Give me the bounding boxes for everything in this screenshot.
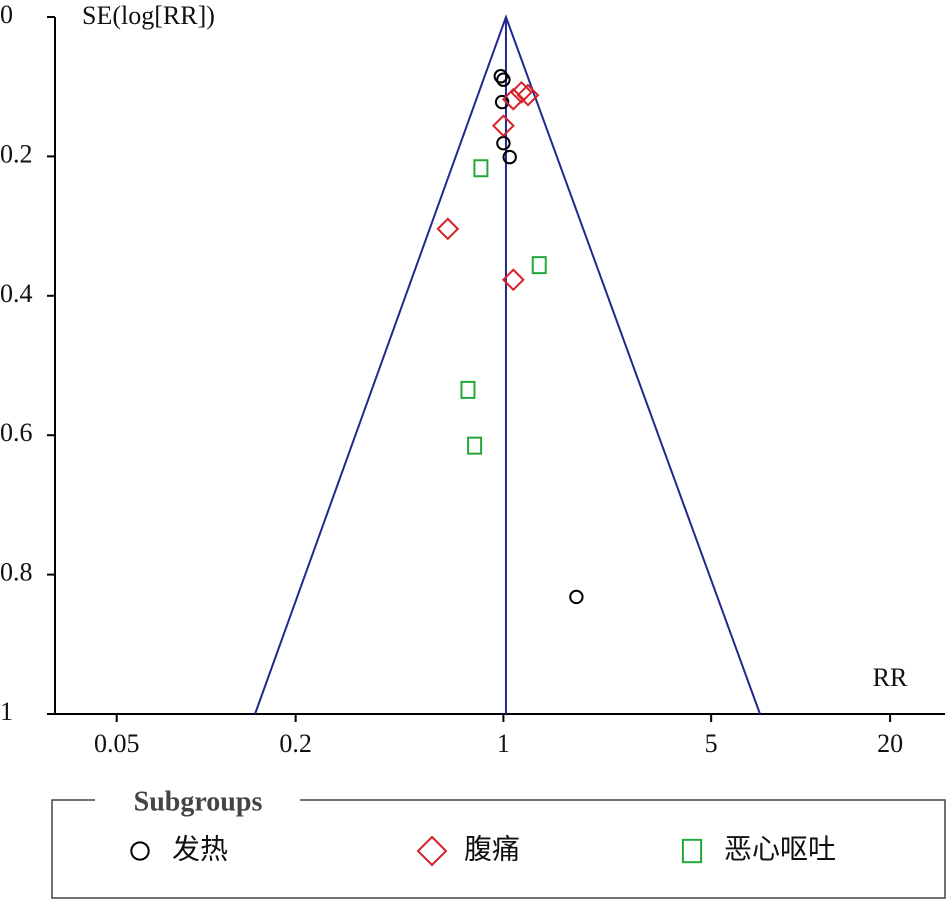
legend-label: 发热 — [172, 833, 228, 865]
x-axis-label: RR — [873, 663, 908, 692]
y-tick-label: 0.2 — [0, 139, 33, 168]
point — [436, 217, 460, 241]
x-tick-label: 1 — [497, 729, 510, 758]
x-tick-label: 0.05 — [94, 729, 140, 758]
point — [496, 72, 511, 87]
legend-marker — [416, 835, 448, 867]
y-tick-label: 0.6 — [0, 418, 33, 447]
legend-title: Subgroups — [134, 786, 263, 817]
x-tick-label: 20 — [877, 729, 903, 758]
x-tick-label: 5 — [705, 729, 718, 758]
point — [516, 83, 540, 107]
point — [502, 149, 517, 165]
legend-marker — [681, 838, 703, 864]
legend-label: 腹痛 — [464, 833, 520, 865]
legend-box — [51, 799, 946, 899]
y-tick-label: 0.8 — [0, 558, 33, 587]
legend-marker — [130, 841, 150, 861]
funnel — [254, 14, 761, 715]
point — [491, 114, 515, 138]
legend-label: 恶心呕吐 — [724, 833, 836, 865]
point — [467, 436, 483, 455]
point — [460, 380, 476, 399]
point — [531, 256, 547, 275]
point — [501, 87, 525, 111]
y-tick-label: 1 — [0, 697, 13, 726]
point — [501, 268, 525, 292]
point — [496, 135, 511, 151]
y-tick-label: 0.4 — [0, 279, 33, 308]
y-tick-label: 0 — [0, 0, 13, 29]
x-tick-label: 0.2 — [279, 729, 312, 758]
point — [493, 69, 508, 84]
point — [473, 159, 489, 178]
point — [494, 94, 510, 110]
y-axis-label: SE(log[RR]) — [82, 1, 215, 30]
point — [569, 589, 584, 605]
